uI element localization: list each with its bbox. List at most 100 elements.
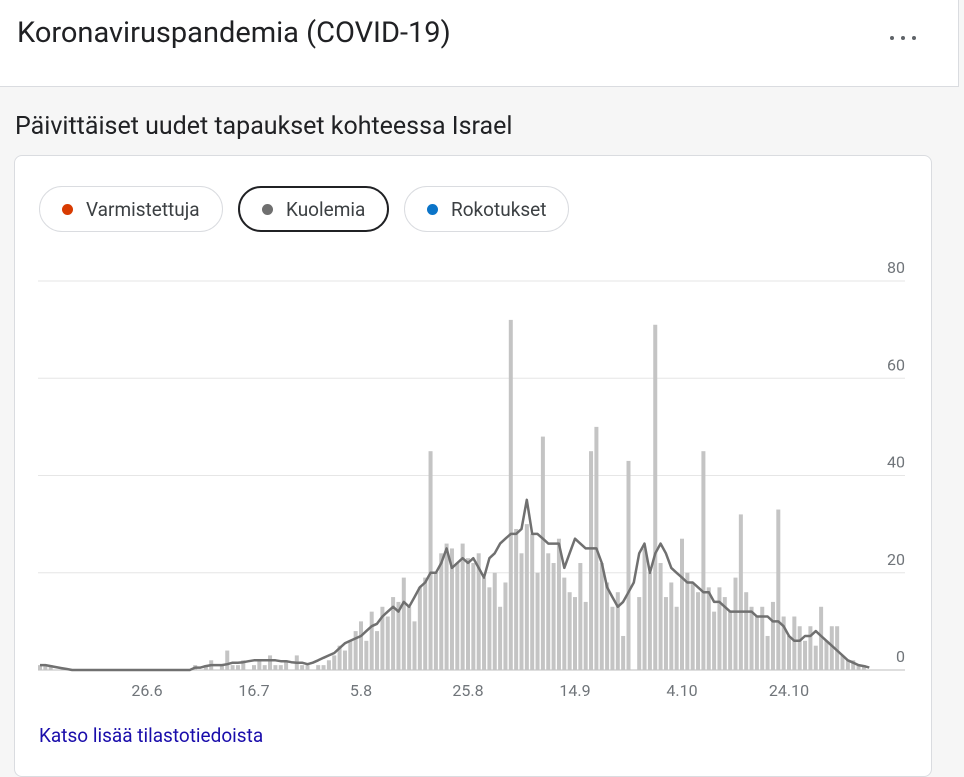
chip-label: Varmistettuja xyxy=(86,197,200,221)
bar xyxy=(851,660,856,670)
bar xyxy=(674,606,679,670)
bar xyxy=(428,451,433,670)
bar xyxy=(412,621,417,670)
bar xyxy=(43,665,48,670)
bar xyxy=(685,572,690,670)
bar xyxy=(332,655,337,670)
bar xyxy=(252,665,256,670)
bar xyxy=(476,553,481,670)
section-title: Päivittäiset uudet tapaukset kohteessa I… xyxy=(15,112,513,141)
bar xyxy=(492,572,497,670)
bar xyxy=(423,577,428,670)
x-tick-label: 14.9 xyxy=(559,681,590,700)
bar xyxy=(433,572,438,670)
y-tick-label: 20 xyxy=(887,550,905,569)
bar xyxy=(770,601,775,670)
bar xyxy=(567,592,572,670)
bar xyxy=(230,665,235,670)
bar xyxy=(754,616,759,670)
bar xyxy=(514,528,519,670)
filter-chip[interactable]: Kuolemia xyxy=(238,186,390,232)
bar xyxy=(321,665,326,670)
bar xyxy=(466,558,470,670)
filter-chip[interactable]: Varmistettuja xyxy=(39,186,223,232)
bar xyxy=(257,660,262,670)
bar xyxy=(235,665,240,670)
y-tick-label: 60 xyxy=(887,355,905,374)
bar xyxy=(658,563,663,670)
bar xyxy=(268,655,273,670)
bar xyxy=(273,665,278,670)
header: Koronaviruspandemia (COVID-19) xyxy=(0,0,959,87)
bar xyxy=(556,538,561,670)
bar xyxy=(38,665,42,670)
chip-dot xyxy=(62,203,73,215)
bar xyxy=(824,640,829,670)
bar xyxy=(840,655,845,670)
bar xyxy=(364,640,369,670)
bar xyxy=(546,553,551,670)
stats-link[interactable]: Katso lisää tilastotiedoista xyxy=(39,724,264,747)
bar xyxy=(219,665,224,670)
bar xyxy=(583,601,588,670)
bar xyxy=(530,533,535,670)
bar xyxy=(599,563,604,670)
y-tick-label: 40 xyxy=(887,453,905,472)
bar xyxy=(455,563,460,670)
bar xyxy=(706,587,711,670)
bar xyxy=(637,597,642,670)
bar xyxy=(369,611,374,670)
bar xyxy=(284,660,289,670)
bar xyxy=(615,592,620,670)
bar xyxy=(203,665,208,670)
bar xyxy=(396,601,401,670)
bar xyxy=(621,635,626,670)
bar xyxy=(819,606,824,670)
bar xyxy=(647,572,652,670)
bar xyxy=(262,665,267,670)
filter-chip[interactable]: Rokotukset xyxy=(404,186,570,232)
chart: 0 20 40 60 80 26.6 16.7 5.8 25.8 14.9 4.10 24.10 xyxy=(38,258,905,700)
bar xyxy=(835,626,840,670)
bar xyxy=(519,553,524,670)
bar xyxy=(781,616,786,670)
bar xyxy=(712,611,717,670)
bar xyxy=(728,611,733,670)
bar xyxy=(856,665,861,670)
more-menu[interactable] xyxy=(886,34,926,42)
x-tick-label: 16.7 xyxy=(238,681,269,700)
bar xyxy=(460,543,465,670)
bar xyxy=(348,640,353,670)
bar xyxy=(375,631,380,670)
bar xyxy=(642,548,647,670)
bar xyxy=(610,606,615,670)
bar xyxy=(765,635,770,670)
bar xyxy=(342,650,347,670)
bar xyxy=(417,587,422,670)
bar xyxy=(487,587,492,670)
bar xyxy=(653,324,658,670)
bar xyxy=(300,665,305,670)
trend-line xyxy=(40,498,870,672)
bar xyxy=(744,592,749,670)
bar xyxy=(380,606,385,670)
bar xyxy=(353,631,358,670)
x-tick-label: 4.10 xyxy=(666,681,697,700)
bar xyxy=(787,635,791,670)
bar xyxy=(278,665,283,670)
bar xyxy=(717,587,722,670)
bar xyxy=(701,451,706,670)
bar xyxy=(498,606,503,670)
bar xyxy=(524,524,529,670)
bar xyxy=(578,563,583,670)
header-title: Koronaviruspandemia (COVID-19) xyxy=(17,16,451,50)
bar xyxy=(326,660,331,670)
bar xyxy=(401,577,406,670)
bar xyxy=(808,626,813,670)
y-tick-label: 0 xyxy=(896,647,905,666)
bar xyxy=(48,665,53,670)
bar xyxy=(508,319,513,670)
bar xyxy=(337,645,342,670)
bar xyxy=(359,621,363,670)
